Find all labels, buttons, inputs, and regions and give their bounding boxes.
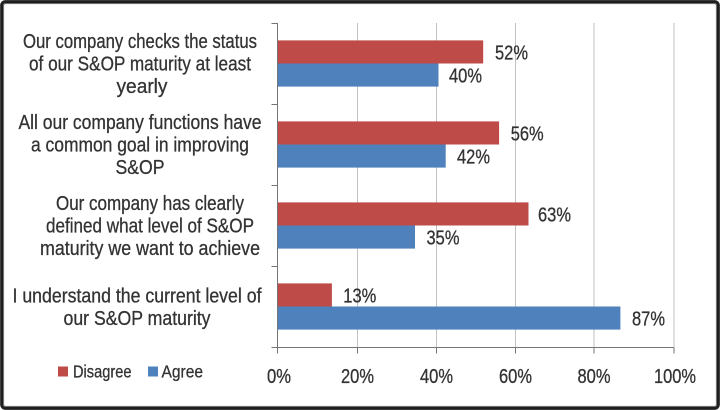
svg-text:42%: 42%: [457, 147, 490, 169]
svg-text:40%: 40%: [449, 66, 482, 88]
svg-text:56%: 56%: [511, 124, 544, 146]
svg-text:35%: 35%: [427, 228, 460, 250]
svg-text:0%: 0%: [267, 366, 291, 388]
svg-text:S&OP: S&OP: [116, 157, 165, 179]
svg-text:40%: 40%: [420, 366, 453, 388]
svg-text:60%: 60%: [499, 366, 532, 388]
svg-text:63%: 63%: [538, 205, 571, 227]
svg-text:of our S&OP maturity at least: of our S&OP maturity at least: [29, 54, 251, 76]
svg-text:yearly: yearly: [117, 76, 168, 98]
svg-text:All our company functions have: All our company functions have: [19, 112, 262, 134]
svg-text:defined what level of S&OP: defined what level of S&OP: [46, 216, 254, 238]
svg-text:maturity we want to achieve: maturity we want to achieve: [40, 238, 260, 260]
svg-text:Agree: Agree: [162, 362, 204, 382]
svg-text:100%: 100%: [654, 366, 696, 388]
svg-text:87%: 87%: [632, 309, 665, 331]
svg-text:52%: 52%: [495, 43, 528, 65]
svg-text:13%: 13%: [343, 286, 376, 308]
svg-text:Our company has clearly: Our company has clearly: [56, 193, 244, 215]
svg-text:80%: 80%: [578, 366, 611, 388]
svg-text:I understand the current level: I understand the current level of: [13, 285, 262, 307]
svg-text:our S&OP maturity: our S&OP maturity: [64, 308, 211, 330]
svg-text:a common goal in improving: a common goal in improving: [31, 135, 249, 157]
svg-text:20%: 20%: [341, 366, 374, 388]
svg-text:Disagree: Disagree: [73, 362, 132, 382]
svg-text:Our company checks the status: Our company checks the status: [23, 31, 257, 53]
